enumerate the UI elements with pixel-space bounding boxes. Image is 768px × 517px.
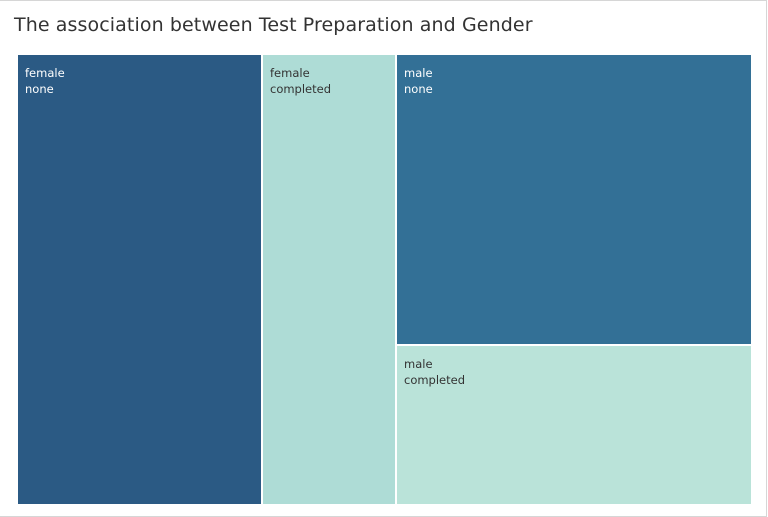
treemap-tile-label: female none xyxy=(25,65,65,97)
treemap-tile-label: female completed xyxy=(270,65,331,97)
treemap-tile-male-completed[interactable]: male completed xyxy=(397,346,751,504)
treemap-tile-label: male none xyxy=(404,65,433,97)
tile-label-test-preparation: completed xyxy=(270,82,332,96)
tile-label-test-preparation: none xyxy=(25,82,54,96)
tile-label-gender: female xyxy=(270,66,310,80)
treemap-tile-label: male completed xyxy=(404,356,465,388)
tile-label-gender: male xyxy=(404,66,433,80)
treemap-tile-female-none[interactable]: female none xyxy=(18,55,261,504)
tile-label-gender: female xyxy=(25,66,65,80)
tile-label-test-preparation: none xyxy=(404,82,433,96)
treemap-tile-female-completed[interactable]: female completed xyxy=(263,55,395,504)
tile-label-gender: male xyxy=(404,357,433,371)
tile-label-test-preparation: completed xyxy=(404,373,466,387)
treemap-tile-male-none[interactable]: male none xyxy=(397,55,751,344)
chart-title: The association between Test Preparation… xyxy=(14,14,533,36)
